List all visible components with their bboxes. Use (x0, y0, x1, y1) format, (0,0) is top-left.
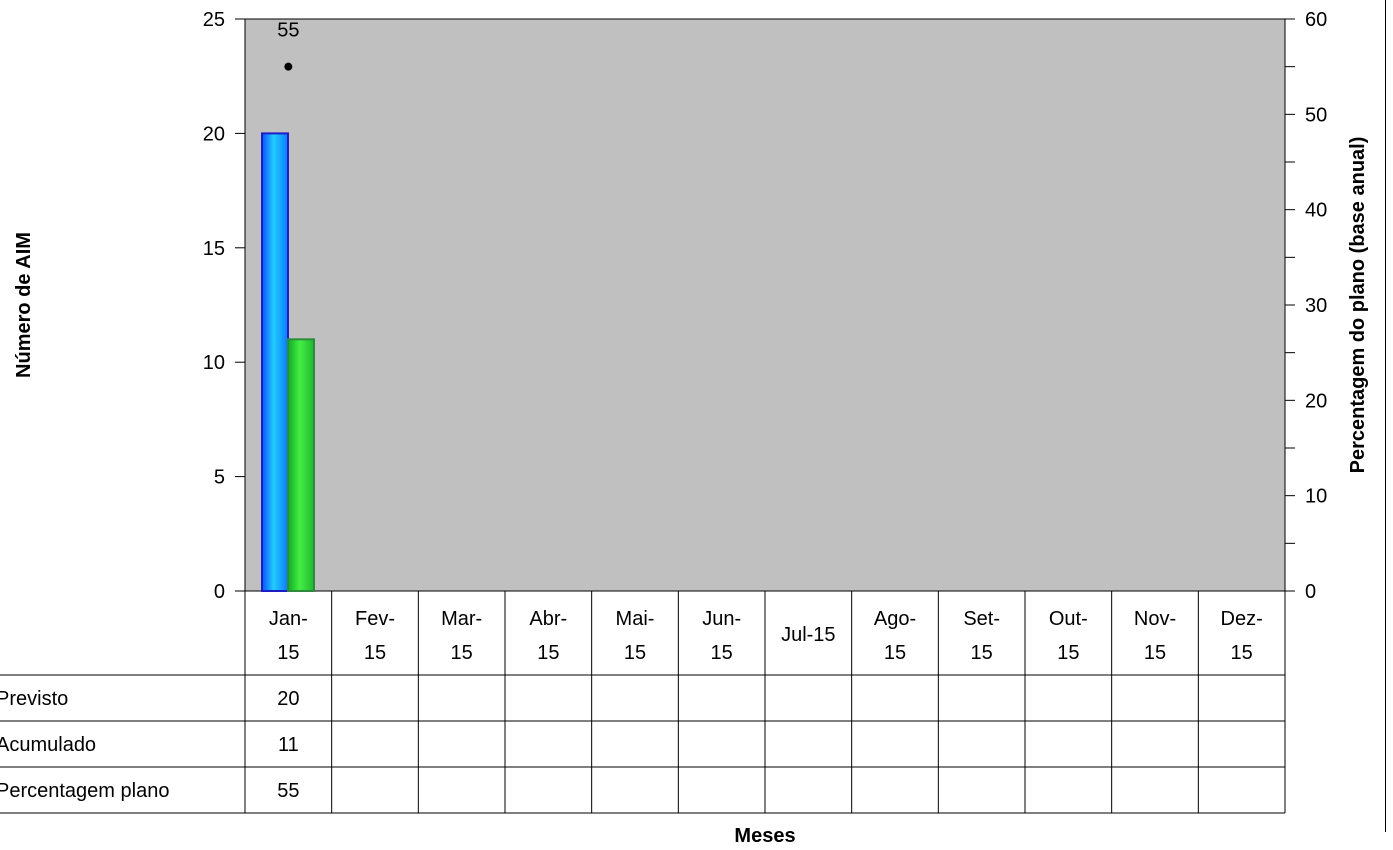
bar-previsto (261, 132, 289, 592)
right-axis-tick-label: 60 (1305, 9, 1327, 31)
left-axis-tick-label: 5 (214, 467, 225, 489)
left-axis-tick-label: 10 (203, 352, 225, 374)
right-axis-tick-label: 0 (1305, 581, 1316, 603)
table-row-label: Previsto (0, 688, 68, 710)
table-row-label: Percentagem plano (0, 780, 169, 802)
category-label: 15 (451, 642, 473, 664)
category-label: 15 (971, 642, 993, 664)
category-label: Dez- (1221, 608, 1263, 630)
category-label: 15 (537, 642, 559, 664)
category-label: Jun- (702, 608, 741, 630)
right-axis-tick-label: 20 (1305, 390, 1327, 412)
category-label: 15 (1144, 642, 1166, 664)
right-axis-tick-label: 50 (1305, 104, 1327, 126)
table-cell-value: 20 (277, 688, 299, 710)
point-percentagem-plano (284, 62, 293, 71)
category-label: Set- (963, 608, 1000, 630)
left-axis-tick-label: 20 (203, 123, 225, 145)
category-label: 15 (1231, 642, 1253, 664)
table-cell-value: 11 (278, 734, 299, 756)
category-label: 15 (277, 642, 299, 664)
right-axis-tick-label: 40 (1305, 200, 1327, 222)
category-label: Mar- (441, 608, 482, 630)
right-axis-title: Percentagem do plano (base anual) (1347, 137, 1369, 474)
right-axis-tick-label: 10 (1305, 486, 1327, 508)
category-label: Out- (1049, 608, 1088, 630)
left-axis-tick-label: 25 (203, 9, 225, 31)
category-label: Abr- (529, 608, 567, 630)
category-label: Jan- (269, 608, 308, 630)
category-label: Ago- (874, 608, 916, 630)
point-data-label: 55 (277, 20, 299, 42)
plot-area (244, 18, 1286, 592)
left-axis-tick-label: 0 (214, 581, 225, 603)
category-label: Nov- (1134, 608, 1176, 630)
category-label: 15 (364, 642, 386, 664)
category-label: 15 (884, 642, 906, 664)
frame-border (1385, 0, 1386, 832)
category-label: 15 (624, 642, 646, 664)
x-axis-title: Meses (734, 825, 795, 847)
table-cell-value: 55 (277, 780, 299, 802)
category-label: Jul-15 (781, 624, 835, 646)
category-label: Mai- (616, 608, 655, 630)
category-label: Fev- (355, 608, 395, 630)
table-row-label: Acumulado (0, 734, 96, 756)
right-axis-tick-label: 30 (1305, 295, 1327, 317)
category-label: 15 (1057, 642, 1079, 664)
bar-acumulado (287, 338, 315, 592)
left-axis-title: Número de AIM (13, 232, 35, 378)
left-axis-tick-label: 15 (203, 238, 225, 260)
category-label: 15 (711, 642, 733, 664)
